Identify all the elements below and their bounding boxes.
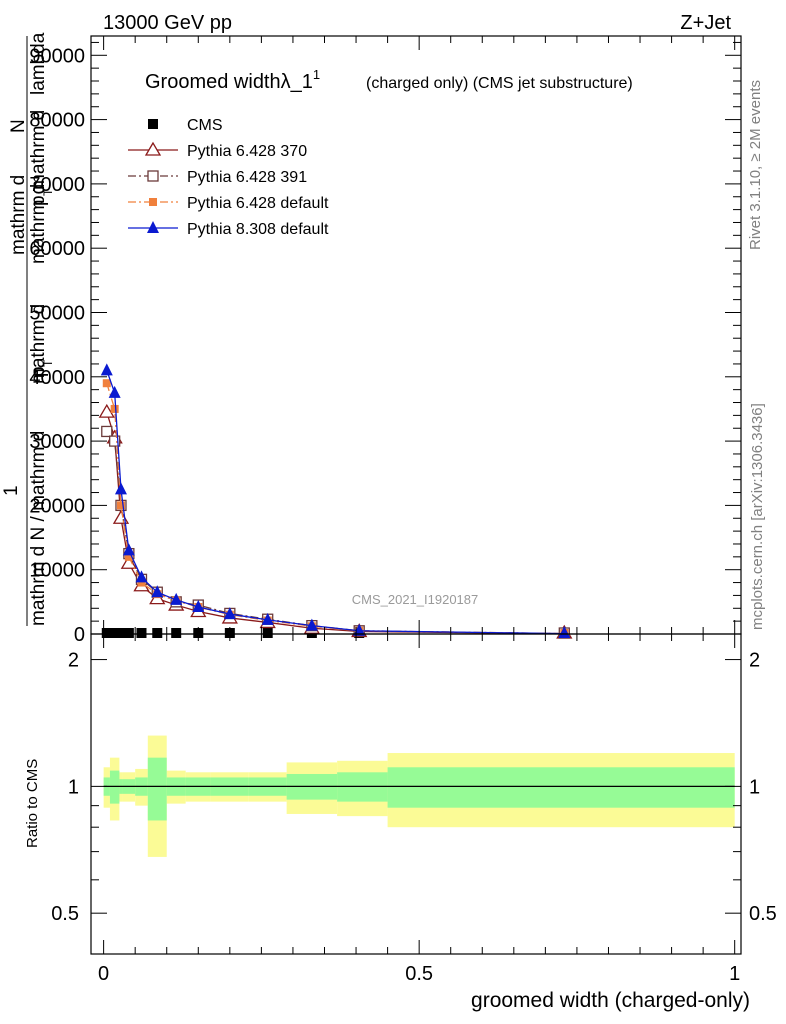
data-point-pythia-6-428-391 <box>101 425 113 438</box>
data-point-pythia-8-308-default <box>100 363 113 376</box>
uncertainty-band-stat <box>387 767 735 808</box>
data-point-pythia-6-428-default <box>110 404 119 413</box>
y-tick-label: 20000 <box>29 495 85 517</box>
data-point-cms <box>136 628 147 638</box>
data-point-pythia-6-428-default <box>116 501 125 510</box>
data-point-pythia-8-308-default <box>108 385 121 398</box>
analysis-watermark: CMS_2021_I1920187 <box>352 592 479 607</box>
x-axis-label: groomed width (charged-only) <box>471 989 750 1012</box>
series-line-pythia-8-308-default <box>106 370 565 635</box>
data-point-cms <box>262 628 273 638</box>
title-subtext: (charged only) (CMS jet substructure) <box>366 75 633 92</box>
ylabel-mathrm-d-4: mathrm d <box>28 304 49 384</box>
x-tick-label: 0.5 <box>405 963 433 985</box>
ratio-y-tick-label-right: 2 <box>749 650 760 672</box>
ratio-y-axis-label: Ratio to CMS <box>24 759 41 848</box>
ylabel-p: p <box>28 195 49 206</box>
ylabel-p-2: p <box>28 366 49 377</box>
data-point-pythia-6-428-370 <box>112 509 130 524</box>
ylabel-T-2: T <box>41 359 55 367</box>
ratio-y-tick-label: 0.5 <box>51 903 79 925</box>
legend-label-pythia-8-308-default: Pythia 8.308 default <box>187 221 329 238</box>
legend-label-cms: CMS <box>187 117 223 134</box>
y-tick-label: 80000 <box>29 110 85 132</box>
ylabel-T: T <box>41 188 55 196</box>
data-point-pythia-8-308-default <box>223 607 236 620</box>
data-point-cms <box>171 628 182 638</box>
data-point-pythia-8-308-default <box>305 618 318 631</box>
data-point-pythia-8-308-default <box>122 543 135 556</box>
y-tick-label: 10000 <box>29 560 85 582</box>
data-point-cms <box>123 628 134 638</box>
ylabel-1: 1 <box>1 485 22 496</box>
data-point-cms <box>109 628 120 638</box>
main-y-axis: 0 10000 20000 30000 40000 50000 60000 70000 8000… <box>29 41 741 646</box>
data-point-pythia-8-308-default <box>170 592 183 605</box>
y-tick-label: 40000 <box>29 367 85 389</box>
ratio-y-tick-label-right: 1 <box>749 776 760 798</box>
x-axis: 0 0.5 1 <box>98 36 740 985</box>
title-superscript: 1 <box>313 67 320 82</box>
data-point-pythia-8-308-default <box>558 626 571 638</box>
title-lambda: λ_1 <box>281 71 313 93</box>
ratio-y-axis: 0.5 0.5 1 1 2 2 <box>51 650 777 926</box>
legend: CMS Pythia 6.428 370 Pythia 6.428 391 Pythi… <box>128 117 329 238</box>
ylabel-mathrm-d-2: mathrm d <box>28 184 49 264</box>
y-tick-label: 0 <box>74 624 85 646</box>
title-main: Groomed width <box>145 71 281 93</box>
data-point-pythia-8-308-default <box>192 599 205 612</box>
x-tick-label: 1 <box>729 963 740 985</box>
data-point-pythia-8-308-default <box>135 570 148 583</box>
uncertainty-band-stat <box>109 770 120 804</box>
ylabel-lambda: lambda <box>28 32 49 95</box>
svg-text:Groomed widthλ_11: Groomed widthλ_11 <box>145 67 320 93</box>
legend-label-pythia-6-428-391: Pythia 6.428 391 <box>187 169 307 186</box>
data-point-pythia-6-428-370 <box>120 554 137 569</box>
mcplots-label: mcplots.cern.ch [arXiv:1306.3436] <box>749 403 766 630</box>
data-point-pythia-8-308-default <box>114 482 127 495</box>
plot-title: Groomed widthλ_11 (charged only) (CMS je… <box>145 67 633 93</box>
legend-marker-pythia-8-308-default <box>147 221 159 233</box>
ylabel-mathrm-d-3: mathrm d <box>28 110 49 190</box>
legend-marker-pythia-6-428-default <box>149 198 157 206</box>
header-energy-label: 13000 GeV pp <box>103 12 232 34</box>
ratio-y-tick-label: 2 <box>68 650 79 672</box>
y-axis-label: mathrm d N mathrm d p mathrm d lambda T … <box>1 32 55 626</box>
uncertainty-band-stat <box>147 757 167 821</box>
ylabel-N: N <box>8 119 29 133</box>
data-point-pythia-8-308-default <box>151 585 164 598</box>
x-tick-label: 0 <box>98 963 109 985</box>
ylabel-mathrm-d: mathrm d <box>8 175 29 255</box>
legend-label-pythia-6-428-default: Pythia 6.428 default <box>187 195 329 212</box>
data-point-pythia-6-428-default <box>102 379 111 388</box>
data-point-pythia-8-308-default <box>261 612 274 625</box>
ratio-y-tick-label: 1 <box>68 776 79 798</box>
y-tick-label: 50000 <box>29 302 85 324</box>
ratio-y-tick-label-right: 0.5 <box>749 903 777 925</box>
ylabel-denominator: mathrm d N / mathrm d <box>28 431 49 626</box>
main-plot-area <box>98 363 573 639</box>
legend-marker-cms <box>148 119 158 129</box>
y-tick-label: 90000 <box>29 45 85 67</box>
legend-marker-pythia-6-428-391 <box>147 170 159 182</box>
data-point-cms <box>115 628 126 638</box>
y-tick-label: 60000 <box>29 238 85 260</box>
rivet-version-label: Rivet 3.1.10, ≥ 2M events <box>747 80 764 250</box>
y-tick-label: 70000 <box>29 174 85 196</box>
legend-label-pythia-6-428-370: Pythia 6.428 370 <box>187 143 307 160</box>
header-process-label: Z+Jet <box>680 12 731 34</box>
y-tick-label: 30000 <box>29 431 85 453</box>
data-point-pythia-6-428-default <box>124 552 133 561</box>
legend-marker-pythia-6-428-370 <box>144 141 162 156</box>
data-point-pythia-6-428-391 <box>109 435 121 447</box>
ratio-plot-frame <box>90 633 742 955</box>
data-point-pythia-6-428-default <box>137 578 146 587</box>
data-point-pythia-6-428-370 <box>98 403 115 418</box>
data-point-cms <box>101 628 112 638</box>
data-point-cms <box>152 628 163 638</box>
ratio-plot-area <box>103 735 735 857</box>
